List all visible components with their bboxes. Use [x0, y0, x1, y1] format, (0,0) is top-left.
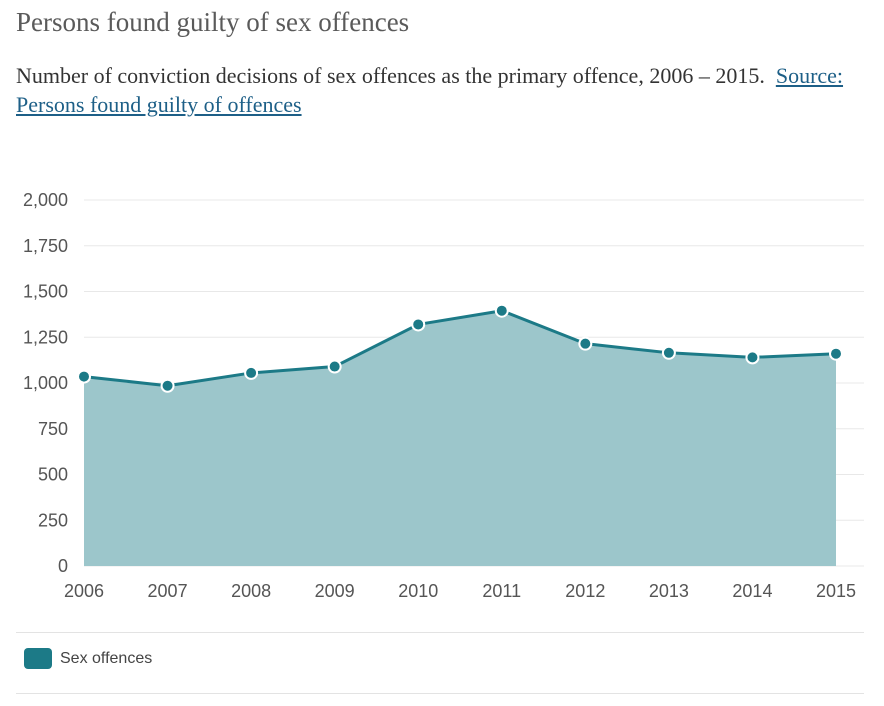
legend-top-divider	[16, 632, 864, 633]
x-tick-label: 2015	[816, 581, 856, 601]
x-tick-label: 2011	[482, 581, 521, 601]
x-tick-label: 2010	[398, 581, 438, 601]
source-link[interactable]: Source: Persons found guilty of offences	[16, 63, 844, 117]
data-point	[77, 369, 91, 384]
y-tick-label: 500	[38, 465, 68, 485]
data-point	[494, 303, 509, 318]
x-tick-label: 2009	[315, 581, 355, 601]
y-tick-label: 250	[38, 510, 68, 530]
x-tick-label: 2008	[231, 581, 271, 601]
x-tick-label: 2012	[565, 581, 605, 601]
data-point	[661, 345, 676, 360]
subtitle-text: Number of conviction decisions of sex of…	[16, 63, 765, 88]
series-line-sex-offences	[83, 309, 837, 388]
data-point	[244, 365, 259, 380]
x-tick-label: 2007	[148, 581, 188, 601]
chart-subtitle: Number of conviction decisions of sex of…	[16, 61, 846, 119]
legend[interactable]: Sex offences	[24, 648, 152, 669]
data-point	[327, 359, 342, 374]
area-chart: 0 250 500 750 1,000 1,250 1,500 1,750 2,000 2006 2…	[23, 190, 864, 601]
data-point	[160, 378, 175, 393]
data-point	[578, 336, 593, 351]
data-point	[411, 317, 426, 332]
y-tick-label: 0	[58, 556, 68, 576]
x-tick-label: 2014	[732, 581, 772, 601]
y-tick-label: 1,250	[23, 327, 68, 347]
legend-swatch-sex-offences	[24, 648, 52, 669]
y-tick-label: 750	[38, 419, 68, 439]
chart-title: Persons found guilty of sex offences	[16, 7, 410, 37]
legend-label-sex-offences: Sex offences	[60, 649, 153, 667]
x-tick-label: 2013	[649, 581, 689, 601]
data-point	[829, 346, 843, 361]
data-point	[745, 350, 760, 365]
legend-bottom-divider	[16, 693, 864, 694]
y-tick-label: 1,000	[23, 373, 68, 393]
y-tick-label: 1,500	[23, 282, 68, 302]
series-area-sex-offences	[84, 310, 836, 566]
y-tick-label: 1,750	[23, 236, 68, 256]
x-tick-label: 2006	[64, 581, 104, 601]
y-tick-label: 2,000	[23, 190, 68, 210]
